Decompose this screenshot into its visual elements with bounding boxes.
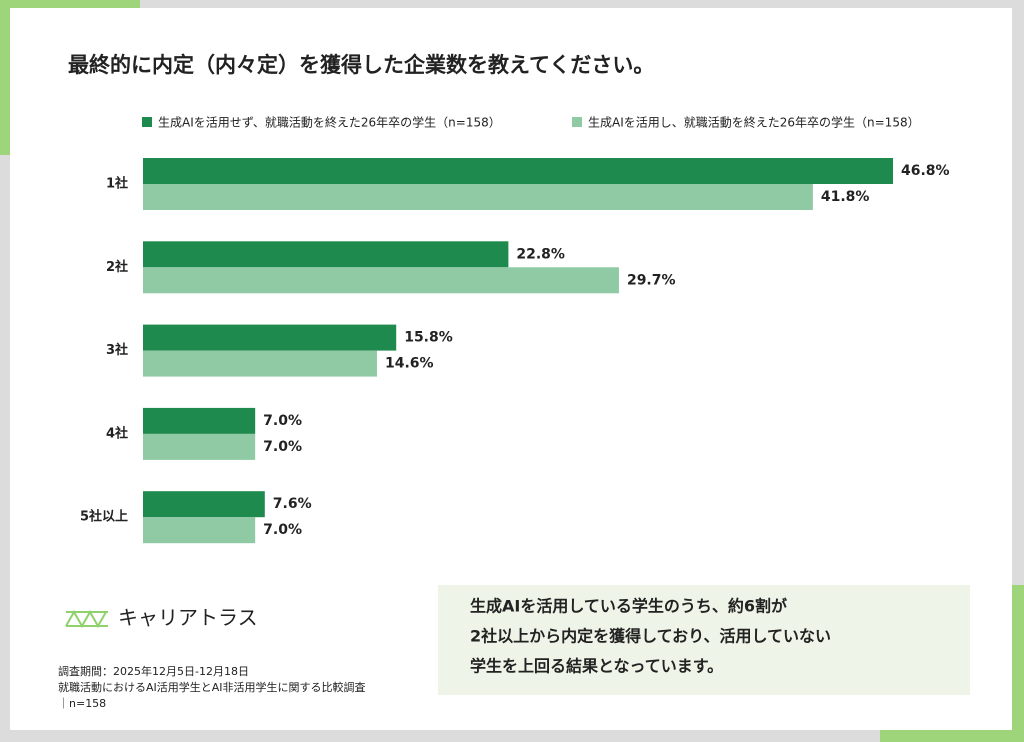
bar: [143, 517, 256, 544]
data-label: 15.8%: [404, 330, 453, 346]
y-tick-label: 2社: [106, 259, 128, 275]
corner-accent: [0, 0, 140, 8]
data-label: 41.8%: [821, 189, 870, 205]
bar: [143, 184, 813, 210]
data-label: 22.8%: [516, 246, 565, 262]
logo-text: キャリアトラス: [118, 606, 258, 630]
bar: [143, 433, 256, 460]
y-tick-label: 1社: [106, 176, 128, 192]
note: 調査期間：2025年12月5日-12月18日: [58, 664, 249, 678]
note: 就職活動におけるAI活用学生とAI非活用学生に関する比較調査: [58, 680, 366, 694]
y-tick-label: 3社: [106, 342, 128, 358]
data-label: 46.8%: [901, 163, 950, 179]
bar: [143, 267, 619, 294]
bar: [143, 407, 256, 434]
callout-box: [438, 585, 970, 695]
corner-accent: [880, 730, 1024, 742]
note: ｜n=158: [58, 697, 106, 710]
legend-label: 生成AIを活用せず、就職活動を終えた26年卒の学生（n=158）: [158, 115, 501, 130]
callout-text: 生成AIを活用している学生のうち、約6割が: [470, 597, 787, 616]
y-tick-label: 4社: [106, 425, 128, 441]
legend-swatch: [142, 117, 152, 127]
bar: [143, 241, 509, 268]
data-label: 29.7%: [627, 272, 676, 288]
bar: [143, 324, 397, 351]
data-label: 14.6%: [385, 356, 434, 372]
legend-label: 生成AIを活用し、就職活動を終えた26年卒の学生（n=158）: [588, 115, 920, 130]
callout-text: 学生を上回る結果となっています。: [470, 657, 723, 676]
callout-text: 2社以上から内定を獲得しており、活用していない: [470, 627, 831, 646]
bar: [143, 491, 265, 518]
data-label: 7.6%: [273, 496, 312, 512]
legend-swatch: [572, 117, 582, 127]
y-tick-label: 5社以上: [80, 509, 128, 525]
data-label: 7.0%: [263, 439, 302, 455]
corner-accent: [1012, 585, 1024, 742]
data-label: 7.0%: [263, 522, 302, 538]
data-label: 7.0%: [263, 413, 302, 429]
chart-title: 最終的に内定（内々定）を獲得した企業数を教えてください。: [68, 53, 654, 77]
corner-accent: [0, 0, 10, 155]
logo-icon: [65, 609, 108, 629]
bar: [143, 350, 377, 377]
bar: [143, 158, 893, 184]
